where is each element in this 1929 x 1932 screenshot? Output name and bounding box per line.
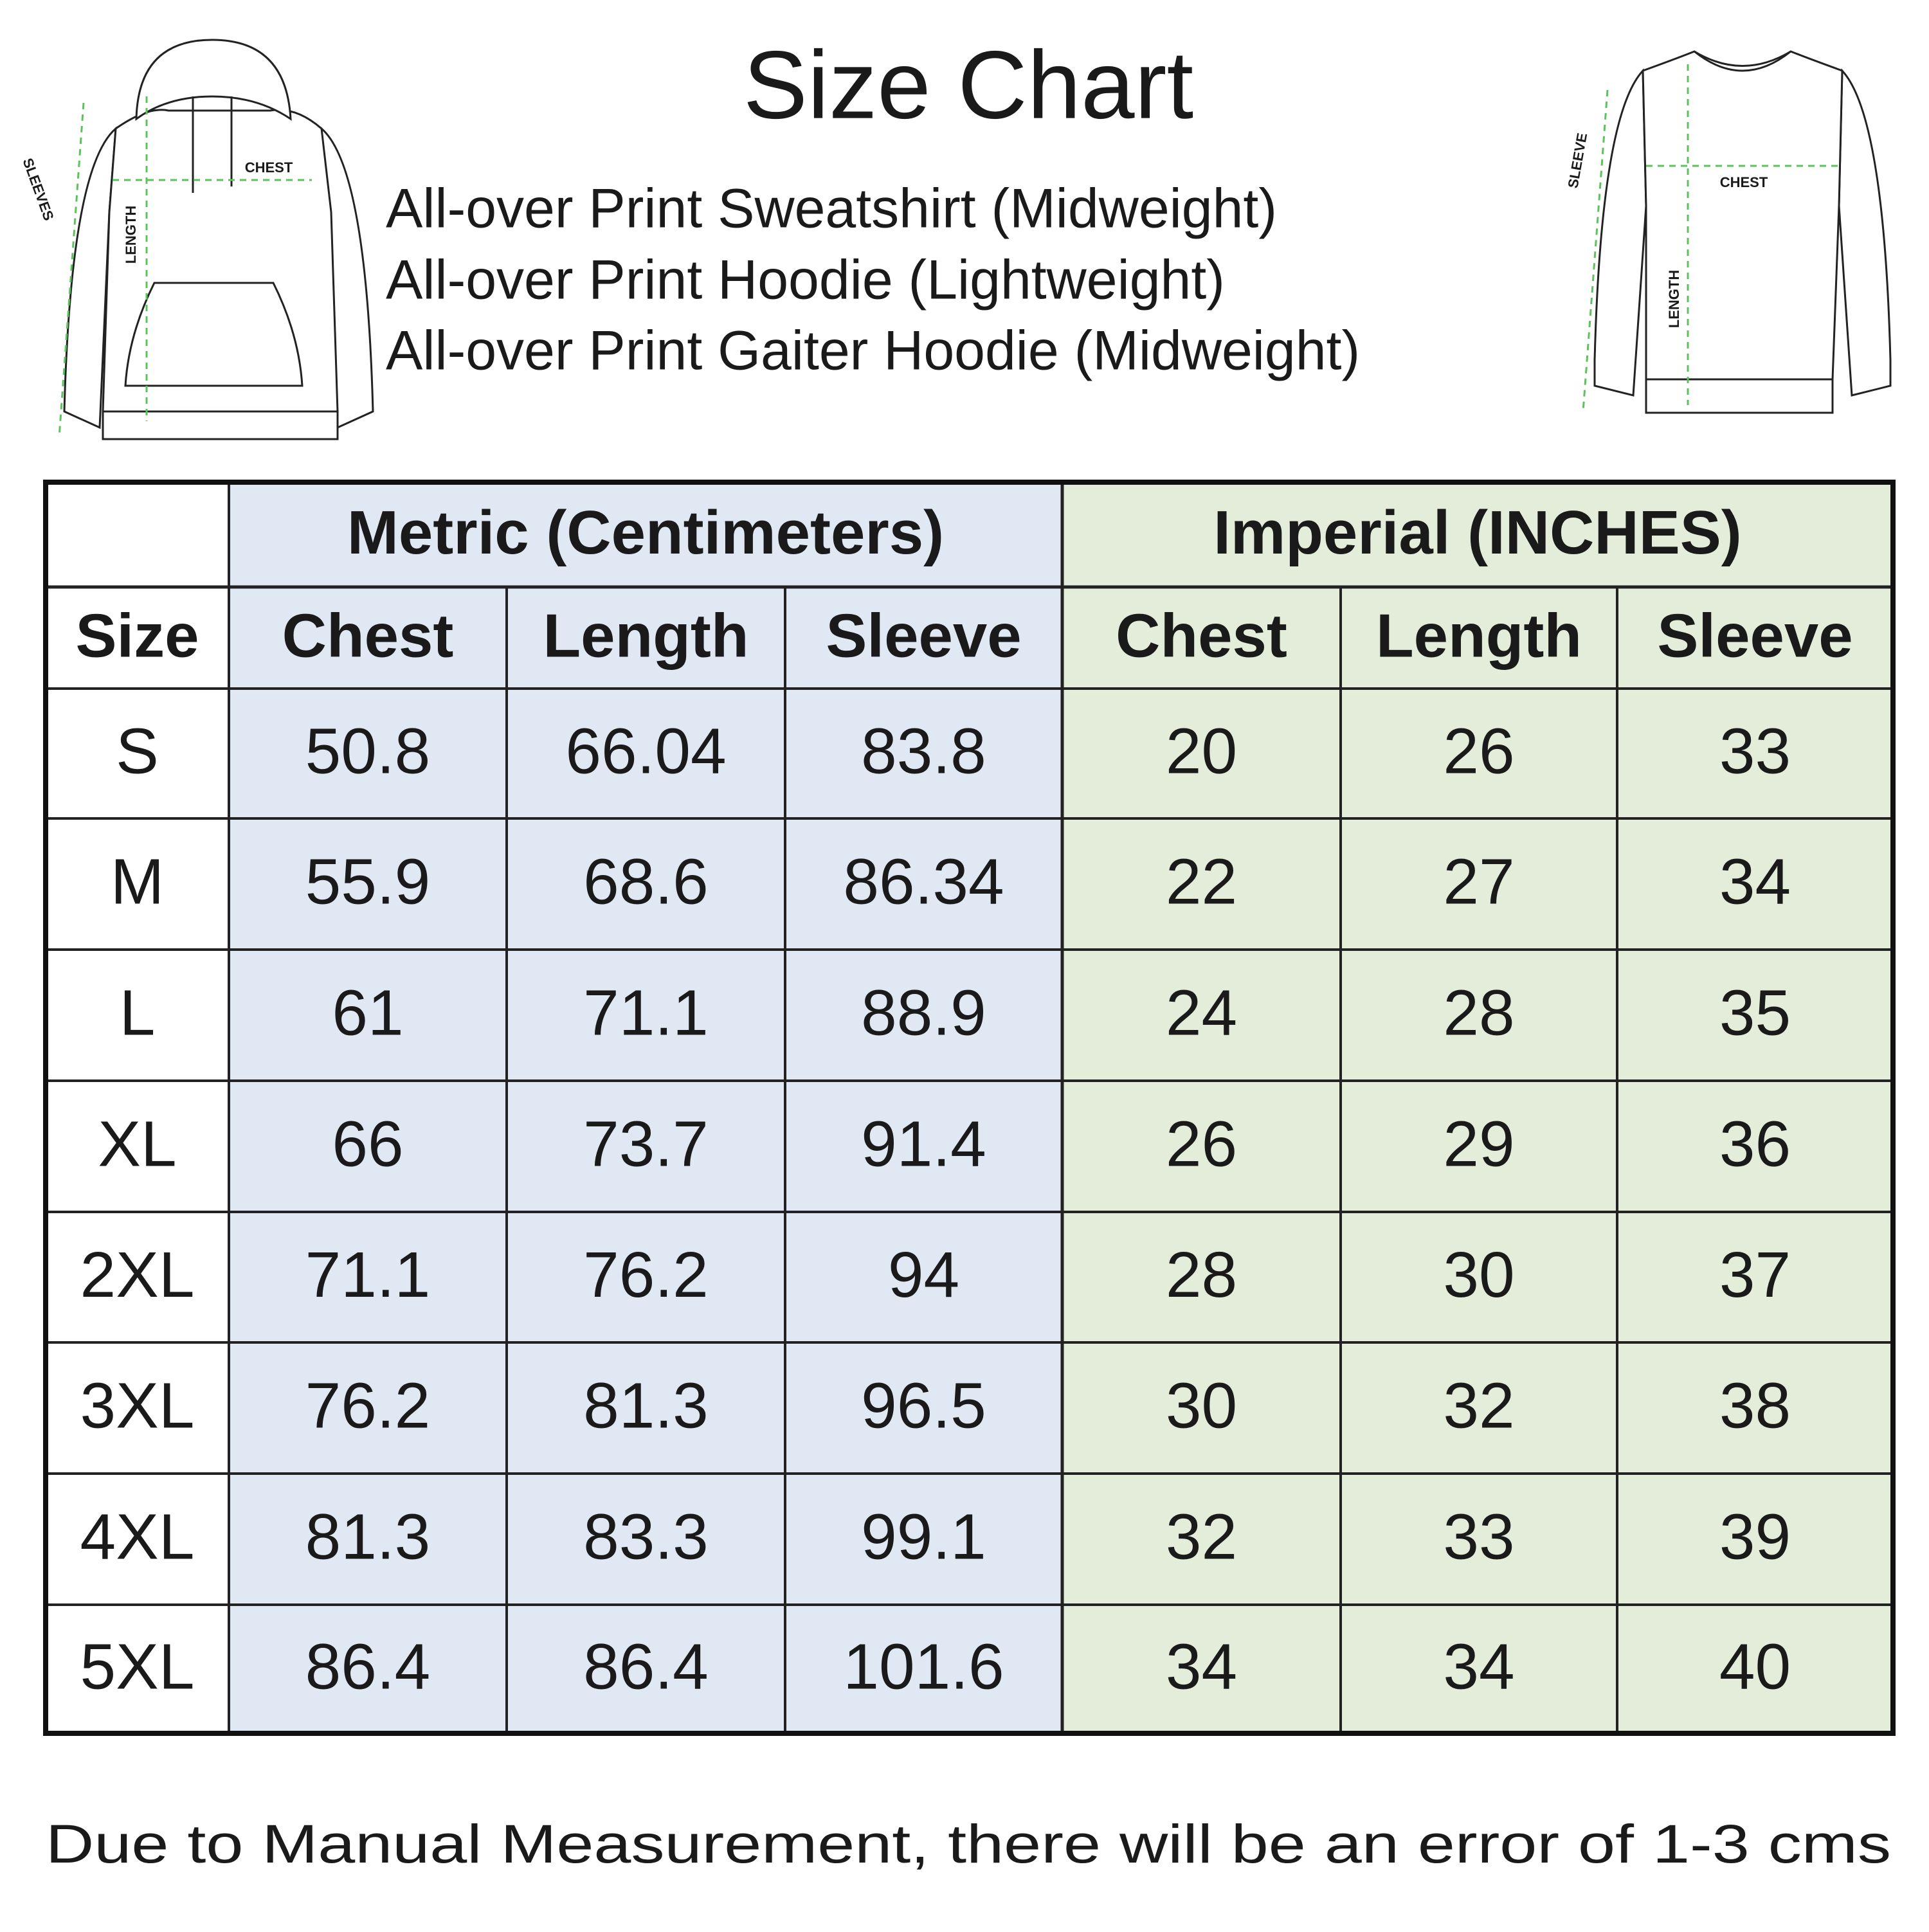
cell-value: 68.6 (583, 845, 709, 917)
cell-value: 28 (1166, 1239, 1237, 1311)
diagram-label: CHEST (245, 159, 293, 176)
sleeve-measure (1582, 89, 1609, 412)
cell-value: 91.4 (861, 1108, 986, 1180)
size-label: XL (98, 1108, 176, 1180)
diagram-label: SLEEVE (1564, 132, 1590, 190)
cell-value: 34 (1719, 845, 1791, 917)
size-label: 2XL (80, 1239, 195, 1311)
cell-value: 86.4 (583, 1630, 709, 1702)
hoodie-hood (135, 39, 292, 122)
sweatshirt-waistband (1645, 378, 1834, 414)
cell-value: 28 (1443, 977, 1514, 1049)
cell-value: 37 (1719, 1239, 1791, 1311)
cell-value: 33 (1719, 715, 1791, 787)
cell-value: 34 (1443, 1630, 1514, 1702)
size-background (46, 482, 229, 1733)
sweatshirt-body (1642, 50, 1843, 381)
cell-value: 66 (332, 1108, 403, 1180)
cell-value: 76.2 (305, 1369, 431, 1441)
diagram-label: LENGTH (123, 206, 139, 264)
cell-value: 101.6 (843, 1630, 1004, 1702)
hoodie-pocket (124, 282, 303, 387)
imperial-background (1062, 482, 1893, 1733)
metric-background (229, 482, 1062, 1733)
cell-value: 35 (1719, 977, 1791, 1049)
size-label: 5XL (80, 1630, 195, 1702)
cell-value: 38 (1719, 1369, 1791, 1441)
column-header: Sleeve (826, 601, 1021, 670)
sleeve-measure (58, 102, 85, 438)
cell-value: 32 (1443, 1369, 1514, 1441)
column-header: Size (75, 601, 199, 670)
cell-value: 22 (1166, 845, 1237, 917)
hoodie-sleeve (63, 126, 117, 429)
sweatshirt-collar (1694, 50, 1791, 72)
size-label: L (120, 977, 156, 1049)
diagram-label: CHEST (1720, 174, 1768, 190)
cell-value: 20 (1166, 715, 1237, 787)
cell-value: 26 (1166, 1108, 1237, 1180)
diagram-label: LENGTH (1666, 270, 1682, 328)
cell-value: 73.7 (583, 1108, 709, 1180)
cell-value: 81.3 (583, 1369, 709, 1441)
cell-value: 39 (1719, 1501, 1791, 1573)
cell-value: 34 (1166, 1630, 1237, 1702)
hoodie-diagram: CHEST LENGTH SLEEVES (19, 39, 374, 440)
cell-value: 83.8 (861, 715, 986, 787)
cell-value: 27 (1443, 845, 1514, 917)
product-name: All-over Print Sweatshirt (Midweight) (386, 178, 1277, 240)
cell-value: 36 (1719, 1108, 1791, 1180)
diagram-label: SLEEVES (19, 156, 57, 222)
hoodie-drawstring (192, 96, 233, 193)
cell-value: 55.9 (305, 845, 431, 917)
size-label: 3XL (80, 1369, 195, 1441)
cell-value: 66.04 (565, 715, 726, 787)
sweatshirt-sleeve (1593, 68, 1647, 397)
group-header: Imperial (INCHES) (1213, 498, 1741, 567)
product-name: All-over Print Gaiter Hoodie (Midweight) (386, 320, 1360, 382)
table-border (43, 480, 1896, 1736)
cell-value: 33 (1443, 1501, 1514, 1573)
sweatshirt-sleeve (1838, 68, 1892, 397)
cell-value: 26 (1443, 715, 1514, 787)
sweatshirt-diagram: CHEST LENGTH SLEEVE (1564, 50, 1892, 414)
column-header: Length (1376, 601, 1582, 670)
cell-value: 86.4 (305, 1630, 431, 1702)
column-header: Sleeve (1657, 601, 1852, 670)
cell-value: 71.1 (305, 1239, 431, 1311)
column-header: Chest (1116, 601, 1287, 670)
size-table: Metric (Centimeters) Imperial (INCHES) Siz… (43, 480, 1896, 1736)
footer-note: Due to Manual Measurement, there will be… (46, 1814, 1891, 1874)
cell-value: 30 (1443, 1239, 1514, 1311)
cell-value: 40 (1719, 1630, 1791, 1702)
cell-value: 96.5 (861, 1369, 986, 1441)
cell-value: 32 (1166, 1501, 1237, 1573)
hoodie-waistband (102, 410, 339, 440)
size-label: S (116, 715, 159, 787)
product-name: All-over Print Hoodie (Lightweight) (386, 249, 1225, 311)
cell-value: 24 (1166, 977, 1237, 1049)
group-header: Metric (Centimeters) (347, 498, 944, 567)
cell-value: 29 (1443, 1108, 1514, 1180)
cell-value: 86.34 (843, 845, 1004, 917)
cell-value: 50.8 (305, 715, 431, 787)
cell-value: 30 (1166, 1369, 1237, 1441)
cell-value: 94 (888, 1239, 959, 1311)
cell-value: 61 (332, 977, 403, 1049)
title: Size Chart (743, 31, 1193, 139)
cell-value: 81.3 (305, 1501, 431, 1573)
column-header: Length (543, 601, 749, 670)
cell-value: 71.1 (583, 977, 709, 1049)
size-label: M (111, 845, 164, 917)
cell-value: 83.3 (583, 1501, 709, 1573)
cell-value: 88.9 (861, 977, 986, 1049)
cell-value: 99.1 (861, 1501, 986, 1573)
cell-value: 76.2 (583, 1239, 709, 1311)
column-header: Chest (282, 601, 454, 670)
size-label: 4XL (80, 1501, 195, 1573)
